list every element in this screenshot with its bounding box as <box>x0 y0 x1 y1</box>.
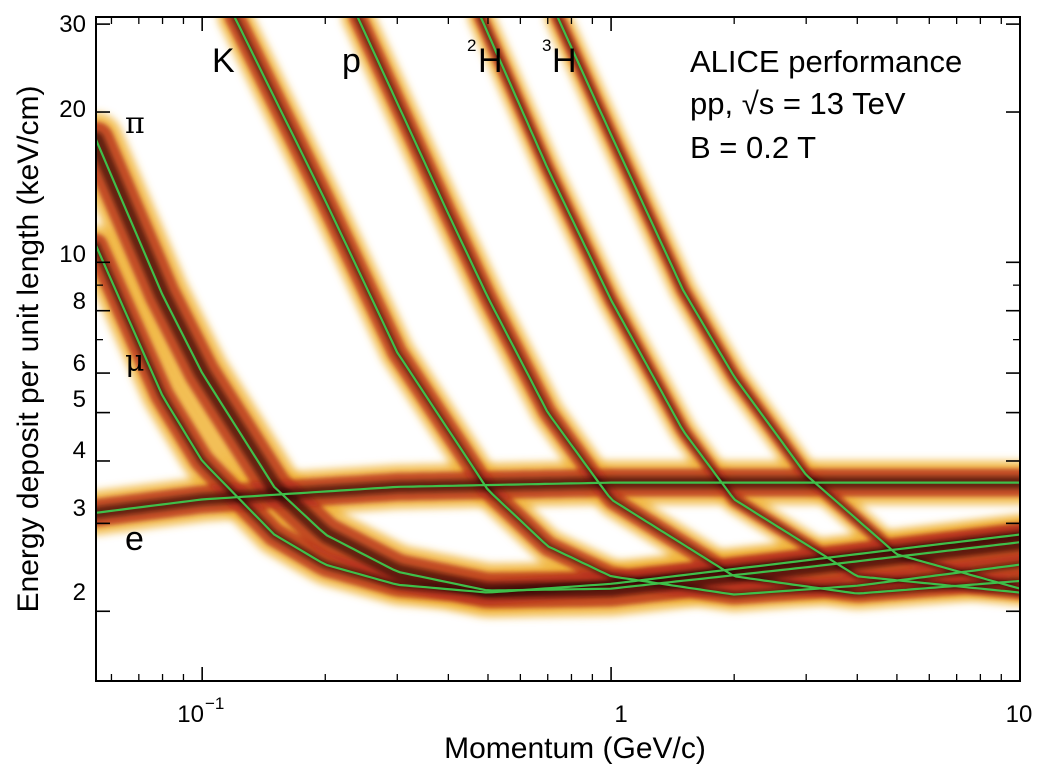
label-triton-mass-number: 3 <box>542 36 551 55</box>
label-pion: π <box>125 106 145 141</box>
label-electron: e <box>125 520 144 558</box>
y-tick-label-2: 2 <box>73 579 86 606</box>
expectation-curve-π <box>96 139 1020 592</box>
y-tick-label-10: 10 <box>59 241 86 268</box>
expectation-curve-μ <box>96 245 1020 594</box>
annotation-experiment: ALICE performance <box>690 44 962 79</box>
label-kaon: K <box>212 42 235 80</box>
y-tick-label-6: 6 <box>73 350 86 377</box>
y-tick-label-30: 30 <box>59 11 86 38</box>
expectation-curve-K <box>233 17 1020 596</box>
annotation-collision-system: pp, √s = 13 TeV <box>690 86 906 121</box>
expectation-curve-H3 <box>556 17 1020 590</box>
expectation-curve-e <box>96 481 1020 514</box>
label-deuteron-symbol: H <box>478 42 503 80</box>
expectation-curve-H2 <box>479 17 1020 594</box>
plot-frame <box>95 16 1021 682</box>
y-tick-label-8: 8 <box>73 288 86 315</box>
label-muon: μ <box>125 344 145 379</box>
y-tick-label-3: 3 <box>73 495 86 522</box>
x-tick-label-10: 10 <box>1006 701 1033 728</box>
x-tick-label-0.1: 10 −1 <box>177 694 224 728</box>
y-tick-label-5: 5 <box>73 386 86 413</box>
axis-ticks <box>96 17 1021 681</box>
label-proton: p <box>342 42 361 80</box>
expectation-curves <box>96 17 1020 596</box>
x-tick-label-0.1-base: 10 <box>177 701 204 728</box>
expectation-curve-p <box>356 17 1020 595</box>
x-axis-title: Momentum (GeV/c) <box>444 732 706 765</box>
y-tick-label-4: 4 <box>73 437 86 464</box>
x-tick-label-1: 1 <box>614 701 627 728</box>
label-triton-symbol: H <box>552 42 577 80</box>
x-tick-label-0.1-exponent: −1 <box>205 694 224 713</box>
y-tick-label-20: 20 <box>59 96 86 123</box>
label-deuteron: 2 H <box>467 36 503 80</box>
y-axis-title: Energy deposit per unit length (keV/cm) <box>12 86 45 613</box>
annotation-magnetic-field: B = 0.2 T <box>690 130 816 165</box>
label-triton: 3 H <box>542 36 577 80</box>
label-deuteron-mass-number: 2 <box>467 36 476 55</box>
